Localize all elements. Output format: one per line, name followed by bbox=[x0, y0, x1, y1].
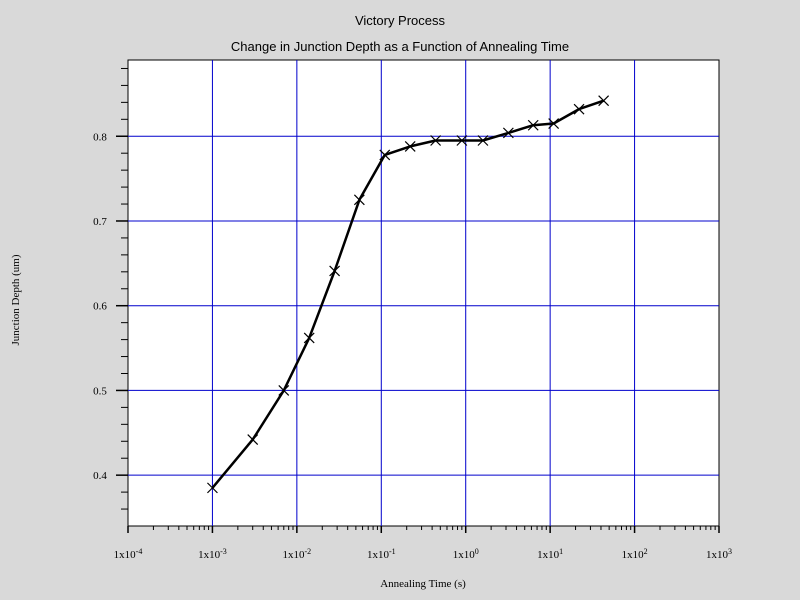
x-tick-label: 1x103 bbox=[706, 547, 732, 561]
data-point-marker bbox=[353, 194, 365, 206]
app-title: Victory Process bbox=[354, 13, 446, 28]
x-axis-label: Annealing Time (s) bbox=[380, 578, 466, 590]
y-tick-label: 0.4 bbox=[93, 470, 107, 482]
data-point-marker bbox=[527, 119, 539, 131]
chart-title: Change in Junction Depth as a Function o… bbox=[230, 39, 570, 54]
data-point-marker bbox=[477, 135, 489, 146]
y-tick-label: 0.5 bbox=[93, 385, 107, 397]
y-tick-label: 0.8 bbox=[93, 131, 107, 143]
data-point-marker bbox=[303, 332, 315, 344]
x-tick-label: 1x10-2 bbox=[283, 547, 312, 561]
x-tick-label: 1x101 bbox=[537, 547, 563, 561]
data-point-marker bbox=[548, 118, 560, 129]
y-axis-label: Junction Depth (um) bbox=[10, 254, 22, 345]
plot-area bbox=[127, 59, 720, 527]
x-tick-label: 1x100 bbox=[453, 547, 479, 561]
x-tick-label: 1x102 bbox=[622, 547, 648, 561]
x-tick-label: 1x10-3 bbox=[198, 547, 227, 561]
data-point-marker bbox=[430, 135, 442, 146]
data-point-marker bbox=[329, 265, 341, 277]
data-point-marker bbox=[456, 135, 468, 146]
data-point-marker bbox=[573, 103, 585, 115]
y-tick-label: 0.7 bbox=[93, 216, 107, 228]
grid bbox=[128, 60, 719, 526]
data-point-marker bbox=[379, 149, 391, 161]
axes: 1x10-4 1x10-3 1x10-2 1x10-1 1x100 1x101 1x102 1… bbox=[93, 67, 732, 561]
x-tick-label: 1x10-4 bbox=[114, 547, 143, 561]
y-tick-label: 0.6 bbox=[93, 301, 107, 313]
data-point-marker bbox=[278, 385, 290, 396]
series bbox=[207, 95, 610, 494]
data-point-marker bbox=[247, 434, 259, 446]
data-point-marker bbox=[207, 482, 218, 494]
series-line bbox=[211, 99, 605, 489]
x-tick-label: 1x10-1 bbox=[367, 547, 396, 561]
data-point-marker bbox=[598, 95, 610, 107]
data-point-marker bbox=[502, 127, 514, 139]
data-point-marker bbox=[404, 140, 416, 152]
